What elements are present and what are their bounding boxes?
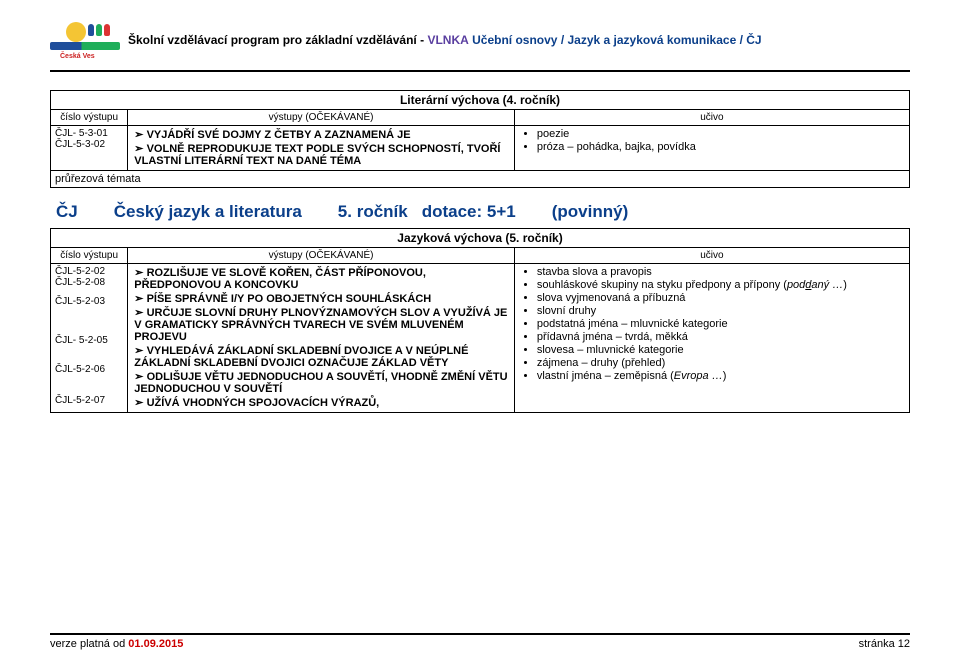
code: ČJL-5-3-02 [55, 139, 123, 150]
table1-outs-cell: VYJÁDŘÍ SVÉ DOJMY Z ČETBY A ZAZNAMENÁ JE… [128, 126, 515, 171]
table1-ucivo-cell: poezie próza – pohádka, bajka, povídka [514, 126, 909, 171]
out-item: VYJÁDŘÍ SVÉ DOJMY Z ČETBY A ZAZNAMENÁ JE [134, 128, 510, 142]
code: ČJL-5-2-06 [55, 364, 123, 375]
table1-title: Literární výchova (4. ročník) [51, 91, 910, 110]
code: ČJL- 5-2-05 [55, 335, 123, 346]
code: ČJL- 5-3-01 [55, 128, 123, 139]
ucivo-item: slova vyjmenovaná a příbuzná [537, 292, 905, 305]
header-divider [50, 70, 910, 72]
out-item: ROZLIŠUJE VE SLOVĚ KOŘEN, ČÁST PŘÍPONOVO… [134, 266, 510, 292]
table1-h1: výstupy (OČEKÁVANÉ) [128, 110, 515, 126]
ucivo-item: vlastní jména – zeměpisná (Evropa …) [537, 370, 905, 383]
table-jazykova-vychova: Jazyková výchova (5. ročník) číslo výstu… [50, 228, 910, 413]
table-literarni-vychova: Literární výchova (4. ročník) číslo výst… [50, 90, 910, 188]
header-program: VLNKA [427, 33, 468, 47]
table1-h2: učivo [514, 110, 909, 126]
code: ČJL-5-2-03 [55, 296, 123, 307]
out-item: VYHLEDÁVÁ ZÁKLADNÍ SKLADEBNÍ DVOJICE A V… [134, 344, 510, 370]
footer-date: 01.09.2015 [128, 638, 183, 650]
page-header: Česká Ves Školní vzdělávací program pro … [50, 20, 910, 60]
out-item: UŽÍVÁ VHODNÝCH SPOJOVACÍCH VÝRAZŮ, [134, 396, 510, 410]
code: ČJL-5-2-08 [55, 277, 123, 288]
table1-h0: číslo výstupu [51, 110, 128, 126]
ucivo-item: slovesa – mluvnické kategorie [537, 344, 905, 357]
ucivo-item: slovní druhy [537, 305, 905, 318]
header-text: Školní vzdělávací program pro základní v… [128, 33, 762, 47]
table2-h0: číslo výstupu [51, 248, 128, 264]
subject-dotace: dotace: 5+1 [422, 202, 516, 222]
subject-name: Český jazyk a literatura [114, 202, 302, 222]
ucivo-item: próza – pohádka, bajka, povídka [537, 141, 905, 154]
table2-codes-cell: ČJL-5-2-02 ČJL-5-2-08 ČJL-5-2-03 ČJL- 5-… [51, 264, 128, 413]
header-prefix: Školní vzdělávací program pro základní v… [128, 33, 427, 47]
footer-page: stránka 12 [859, 638, 910, 650]
table1-cross: průřezová témata [51, 171, 910, 188]
out-item: PÍŠE SPRÁVNĚ I/Y PO OBOJETNÝCH SOUHLÁSKÁ… [134, 292, 510, 306]
page-footer: verze platná od 01.09.2015 stránka 12 [50, 633, 910, 650]
table2-h1: výstupy (OČEKÁVANÉ) [128, 248, 515, 264]
school-logo: Česká Ves [50, 20, 120, 60]
table2-title: Jazyková výchova (5. ročník) [51, 229, 910, 248]
subject-mandatory: (povinný) [552, 202, 629, 222]
code: ČJL-5-2-07 [55, 395, 123, 406]
header-section: Učební osnovy / Jazyk a jazyková komunik… [472, 33, 761, 47]
ucivo-item: přídavná jména – tvrdá, měkká [537, 331, 905, 344]
ucivo-item: podstatná jména – mluvnické kategorie [537, 318, 905, 331]
subject-heading: ČJ Český jazyk a literatura 5. ročník do… [56, 202, 910, 222]
table2-outs-cell: ROZLIŠUJE VE SLOVĚ KOŘEN, ČÁST PŘÍPONOVO… [128, 264, 515, 413]
subject-grade: 5. ročník [338, 202, 408, 222]
out-item: VOLNĚ REPRODUKUJE TEXT PODLE SVÝCH SCHOP… [134, 142, 510, 168]
code: ČJL-5-2-02 [55, 266, 123, 277]
table1-codes-cell: ČJL- 5-3-01 ČJL-5-3-02 [51, 126, 128, 171]
ucivo-item: souhláskové skupiny na styku předpony a … [537, 279, 905, 292]
footer-left: verze platná od 01.09.2015 [50, 638, 183, 650]
logo-caption: Česká Ves [60, 53, 95, 60]
out-item: URČUJE SLOVNÍ DRUHY PLNOVÝZNAMOVÝCH SLOV… [134, 306, 510, 344]
ucivo-item: stavba slova a pravopis [537, 266, 905, 279]
out-item: ODLIŠUJE VĚTU JEDNODUCHOU A SOUVĚTÍ, VHO… [134, 370, 510, 396]
table2-ucivo-cell: stavba slova a pravopis souhláskové skup… [514, 264, 909, 413]
ucivo-item: zájmena – druhy (přehled) [537, 357, 905, 370]
table2-h2: učivo [514, 248, 909, 264]
ucivo-item: poezie [537, 128, 905, 141]
subject-abbr: ČJ [56, 202, 78, 222]
